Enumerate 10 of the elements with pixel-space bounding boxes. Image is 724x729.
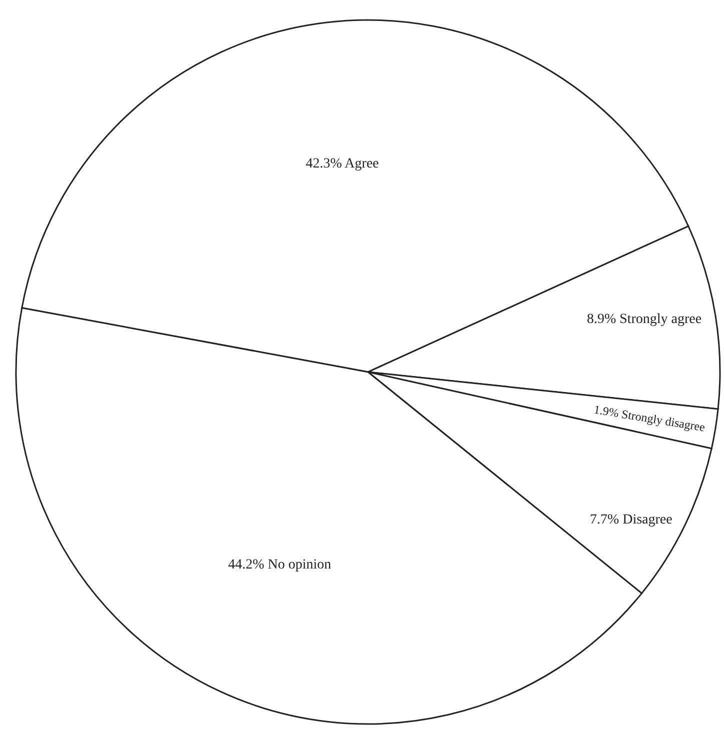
slice-label: Disagree — [619, 512, 672, 528]
slice-label: Agree — [342, 156, 379, 172]
slice-label: Strongly disagree — [620, 406, 706, 434]
slice-label: Strongly agree — [616, 312, 702, 327]
data-label: 44.2% — [228, 558, 265, 573]
data-label: 42.3% — [306, 156, 342, 172]
data-label: 1.9% — [592, 402, 620, 420]
data-label: 8.9% — [586, 312, 616, 327]
data-label: 7.7% — [590, 512, 620, 528]
slice-label: No opinion — [264, 558, 332, 573]
